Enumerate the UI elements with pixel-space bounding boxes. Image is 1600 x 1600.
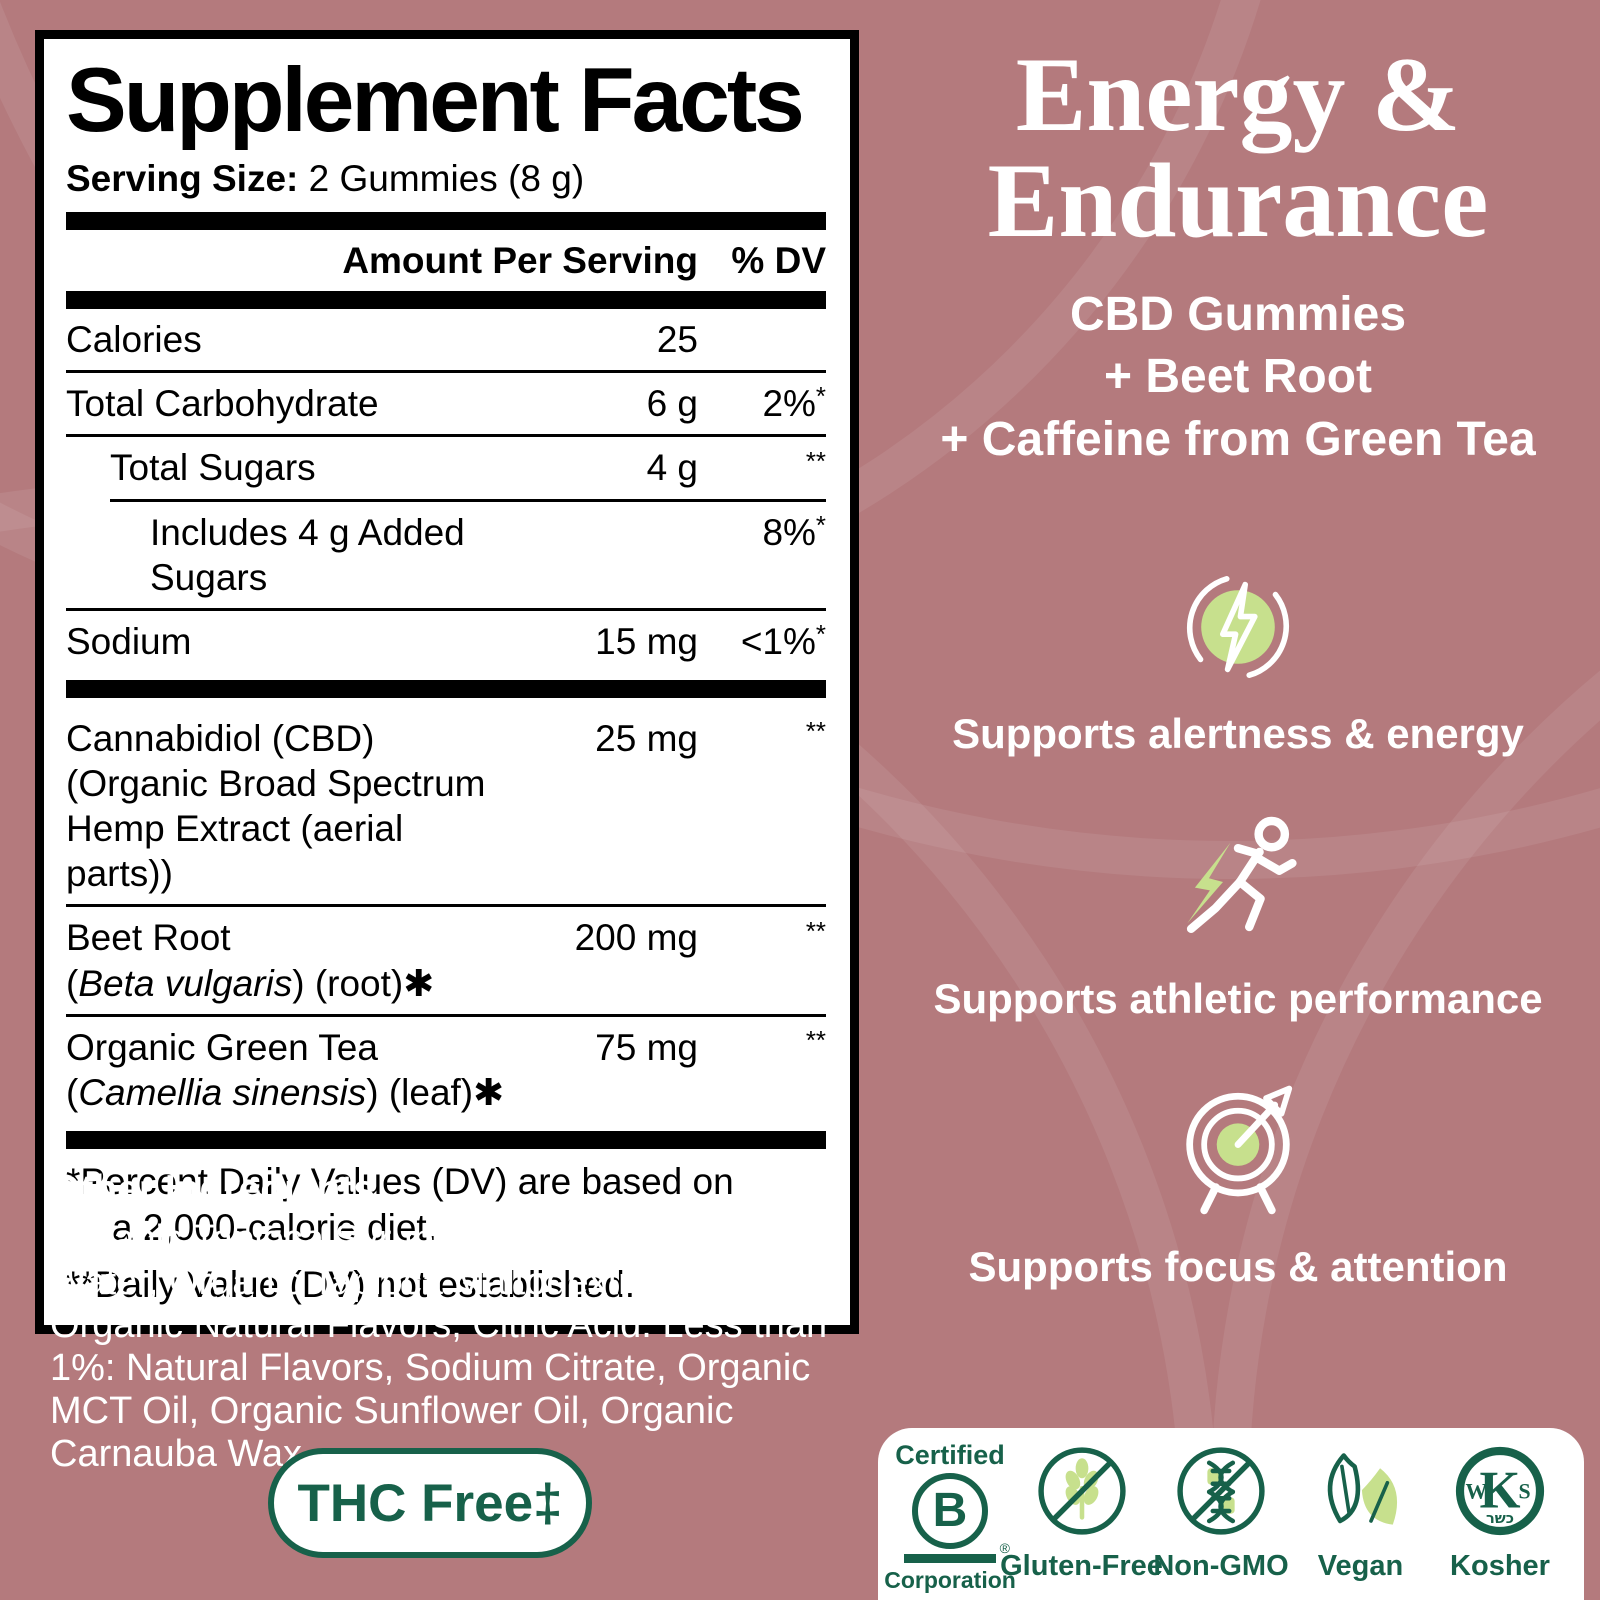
b-corp-corporation-label: Corporation [884,1567,1016,1593]
product-title: Energy & Endurance [987,36,1489,259]
runner-icon [880,810,1596,957]
dv-header: % DV [731,240,826,281]
facts-header-row: Amount Per Serving % DV [66,230,826,291]
table-row-cbd: Cannabidiol (CBD) (Organic Broad Spectru… [66,717,826,895]
vegan-label: Vegan [1317,1550,1404,1582]
benefit-caption-performance: Supports athletic performance [933,975,1543,1023]
svg-text:W: W [1465,1479,1487,1503]
serving-size-label: Serving Size: [66,158,299,199]
thc-free-label: THC Free‡ [297,1473,563,1533]
divider-thin [66,904,826,908]
table-row-sodium: Sodium 15 mg <1%* [66,620,826,662]
serving-size-line: Serving Size: 2 Gummies (8 g) [66,158,826,200]
footnote-daily-values: *Percent Daily Values (DV) are based on … [66,1160,734,1249]
vegan-badge: Vegan [1297,1440,1425,1583]
svg-text:כשר: כשר [1486,1511,1514,1527]
kosher-badge: K W S כשר Kosher [1436,1440,1564,1583]
target-icon [880,1075,1596,1225]
vegan-icon [1309,1440,1413,1542]
non-gmo-label: Non-GMO [1153,1550,1289,1582]
gluten-free-label: Gluten-Free [1000,1550,1163,1582]
benefit-caption-energy: Supports alertness & energy [952,710,1524,758]
table-row-total-sugars: Total Sugars 4 g ** [110,447,826,489]
table-row-carbohydrate: Total Carbohydrate 6 g 2%* [66,383,826,425]
non-gmo-icon [1171,1440,1271,1542]
divider-thin [66,370,826,374]
certification-panel: Certified B ® Corporation [878,1428,1584,1600]
table-row-added-sugars: Includes 4 g Added Sugars 8%* [150,511,826,598]
non-gmo-badge: Non-GMO [1153,1440,1289,1583]
divider-thick [66,212,826,230]
divider-thick [66,1130,826,1149]
table-row-beet-root: Beet Root (Beta vulgaris) (root)✱ 200 mg… [66,917,826,1004]
divider-thick [66,679,826,698]
divider-thin [66,607,826,611]
svg-text:S: S [1518,1479,1530,1503]
table-row-calories: Calories 25 [66,319,698,361]
footnote-dv-not-established: **Daily Value (DV) not established. [66,1264,635,1306]
divider-thin [66,434,826,438]
registered-mark: ® [999,1540,1010,1556]
product-subtitle: CBD Gummies + Beet Root + Caffeine from … [940,288,1536,466]
other-ingredients-body: Organic Tapioca Syrup, Organic Cane Suga… [50,1218,828,1475]
supplement-facts-panel: Supplement Facts Serving Size: 2 Gummies… [35,30,859,1334]
lightning-icon [880,567,1596,692]
other-ingredients-heading: Other Ingredients [50,1168,376,1211]
divider-thick [66,291,826,310]
svg-text:K: K [1479,1461,1520,1519]
right-column: Energy & Endurance CBD Gummies + Beet Ro… [880,42,1596,1291]
thc-free-badge: THC Free‡ [268,1448,592,1558]
kosher-label: Kosher [1450,1550,1550,1582]
supplement-facts-title: Supplement Facts [66,50,805,151]
gluten-free-badge: Gluten-Free [1000,1440,1163,1583]
divider-thin [66,1013,826,1017]
amount-header: Amount Per Serving [342,240,698,281]
b-corp-icon: B [912,1473,988,1549]
table-row-green-tea: Organic Green Tea (Camellia sinensis) (l… [66,1026,826,1113]
kosher-icon: K W S כשר [1450,1440,1550,1542]
b-corp-certified-label: Certified [895,1440,1005,1470]
benefit-caption-focus: Supports focus & attention [968,1243,1508,1291]
other-ingredients-section: Other Ingredients Organic Tapioca Syrup,… [50,1168,850,1476]
b-corp-badge: Certified B ® Corporation [884,1440,1016,1594]
serving-size-value: 2 Gummies (8 g) [298,158,585,199]
gluten-free-icon [1032,1440,1132,1542]
divider-thin-inset [110,498,826,502]
